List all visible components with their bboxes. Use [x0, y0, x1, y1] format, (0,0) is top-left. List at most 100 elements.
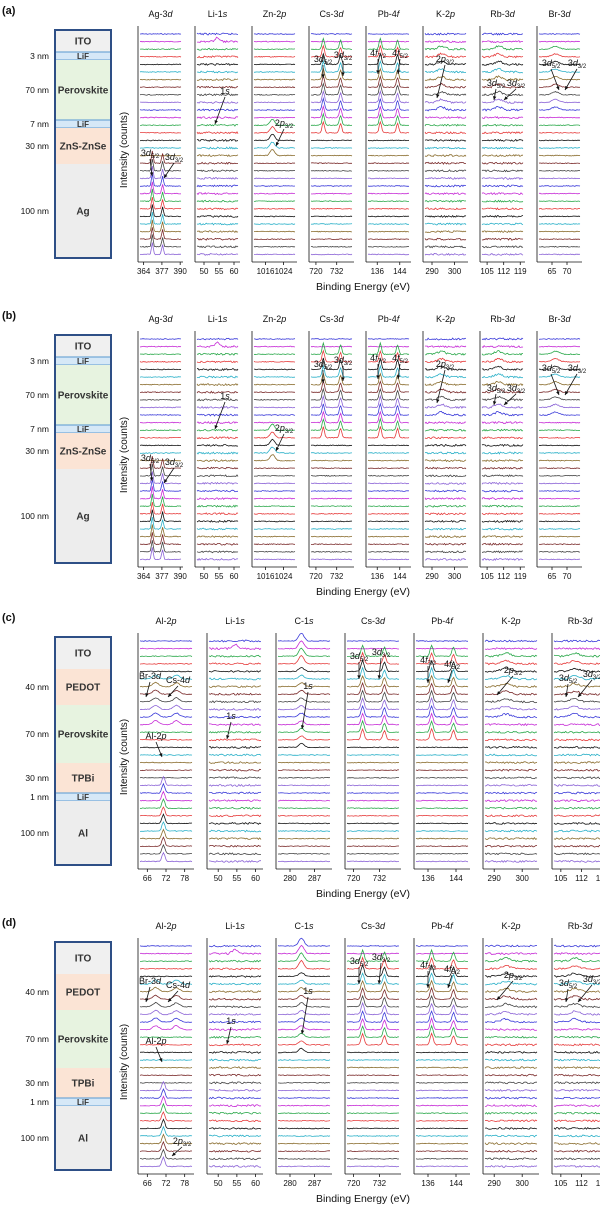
spectrum-trace — [538, 373, 581, 378]
spectrum-trace — [140, 132, 182, 134]
spectrum-trace — [538, 338, 581, 340]
spectrum-trace — [139, 994, 193, 1001]
spectrum-trace — [277, 1081, 331, 1084]
spectrum-trace — [484, 675, 538, 681]
stack-border — [54, 334, 112, 564]
spectrum-trace — [139, 139, 182, 142]
x-tick-label: 364 — [137, 267, 151, 276]
spectrum-trace — [208, 669, 262, 673]
spectrum-trace — [538, 444, 581, 447]
subplot-title: K-2p — [501, 921, 520, 931]
spectrum-trace — [415, 689, 468, 703]
spectrum-trace — [140, 843, 192, 855]
spectrum-trace — [196, 131, 239, 135]
spectrum-trace — [484, 814, 538, 818]
spectrum-trace — [415, 666, 469, 680]
spectrum-trace — [424, 169, 467, 173]
spectrum-trace — [253, 490, 296, 492]
spectrum-trace — [424, 350, 467, 356]
spectrum-trace — [481, 443, 524, 447]
spectrum-trace — [253, 177, 295, 180]
spectrum-trace — [481, 345, 524, 349]
spectrum-trace — [139, 414, 182, 416]
spectrum-trace — [416, 647, 469, 650]
subplot-zn-2p: Zn-2p 1016 1024 — [251, 314, 297, 581]
spectrum-trace — [415, 746, 469, 749]
peak-annotation: 3d5/2 — [487, 78, 506, 90]
x-tick-label: 55 — [215, 267, 224, 276]
spectrum-trace — [484, 837, 538, 840]
spectrum-trace — [208, 1142, 262, 1145]
spectrum-trace — [415, 769, 469, 772]
layer-perovskite — [55, 60, 111, 120]
spectrum-trace — [481, 245, 524, 249]
spectrum-trace — [553, 1028, 600, 1031]
spectrum-trace — [415, 720, 469, 734]
spectrum-trace — [139, 1140, 193, 1153]
annotation-arrow — [214, 401, 226, 430]
spectrum-trace — [481, 542, 524, 546]
spectrum-trace — [139, 376, 182, 378]
spectrum-trace — [367, 550, 410, 553]
layer-thickness: 30 nm — [25, 141, 49, 151]
spectrum-trace — [277, 1040, 331, 1046]
spectrum-trace — [346, 666, 400, 680]
panel-c: (c) ITO PEDOT 40 nm Perovskite 70 nm TPBi 30 nm… — [2, 612, 600, 900]
spectrum-trace — [208, 821, 262, 825]
spectrum-trace — [553, 761, 600, 764]
spectrum-trace — [310, 68, 353, 81]
spectrum-trace — [140, 1081, 193, 1084]
spectrum-trace — [208, 776, 262, 780]
x-tick-label: 50 — [214, 874, 223, 883]
spectrum-trace — [196, 230, 239, 234]
x-tick-label: 72 — [162, 1179, 171, 1188]
spectrum-trace — [424, 199, 467, 203]
spectrum-trace — [208, 643, 262, 651]
spectrum-trace — [346, 658, 400, 673]
x-tick-label: 287 — [308, 874, 322, 883]
spectrum-trace — [538, 154, 581, 157]
spectrum-trace — [553, 1089, 600, 1092]
layer-name: Ag — [76, 512, 89, 523]
spectrum-trace — [424, 214, 467, 218]
subplot-br-3d: Br-3d 65 70 — [536, 9, 582, 276]
spectrum-trace — [346, 651, 400, 665]
spectrum-trace — [139, 436, 181, 439]
x-tick-label: 144 — [393, 267, 407, 276]
spectrum-trace — [139, 1080, 193, 1092]
spectrum-trace — [208, 708, 262, 711]
subplot-title: Cs-3d — [361, 921, 386, 931]
spectrum-trace — [196, 78, 239, 81]
spectrum-trace — [310, 338, 353, 340]
spectrum-trace — [208, 1035, 262, 1039]
spectrum-trace — [139, 1102, 193, 1115]
spectrum-trace — [196, 85, 238, 89]
spectrum-trace — [310, 373, 353, 386]
spectrum-trace — [277, 1097, 331, 1099]
peak-annotation: 2p3/2 — [504, 665, 523, 677]
x-tick-label: 364 — [137, 572, 151, 581]
spectrum-trace — [253, 361, 296, 363]
spectrum-trace — [553, 1104, 600, 1107]
spectrum-trace — [424, 466, 467, 470]
spectrum-trace — [253, 353, 296, 356]
spectrum-trace — [484, 844, 538, 848]
spectrum-trace — [481, 83, 524, 89]
layer-thickness: 7 nm — [30, 119, 49, 129]
spectrum-trace — [346, 696, 400, 711]
spectrum-trace — [484, 952, 538, 955]
spectrum-trace — [424, 550, 467, 554]
spectrum-trace — [346, 689, 400, 703]
spectrum-trace — [424, 512, 467, 516]
spectrum-trace — [553, 1127, 600, 1130]
spectrum-trace — [368, 410, 410, 424]
spectrum-trace — [416, 1142, 468, 1145]
peak-annotation: 3d3/2 — [165, 152, 184, 164]
spectrum-trace — [367, 162, 410, 164]
spectrum-trace — [254, 482, 296, 485]
spectrum-trace — [254, 125, 296, 134]
spectrum-trace — [553, 675, 600, 681]
spectrum-trace — [196, 459, 239, 463]
subplot-cs-3d: Cs-3d 720 732 — [344, 616, 401, 883]
